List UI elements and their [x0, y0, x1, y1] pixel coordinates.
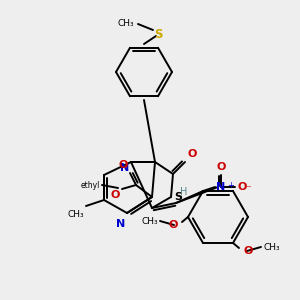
Text: O: O	[169, 220, 178, 230]
Text: S: S	[154, 28, 162, 40]
Text: N: N	[120, 163, 129, 173]
Text: +: +	[227, 181, 234, 190]
Text: O: O	[111, 190, 120, 200]
Text: H: H	[180, 187, 188, 197]
Text: S: S	[174, 192, 182, 202]
Text: ⁻: ⁻	[245, 184, 251, 194]
Text: ethyl: ethyl	[81, 181, 100, 190]
Text: O: O	[237, 182, 246, 192]
Text: N: N	[216, 182, 226, 192]
Text: CH₃: CH₃	[141, 218, 158, 226]
Text: CH₃: CH₃	[68, 210, 84, 219]
Text: CH₃: CH₃	[263, 244, 280, 253]
Text: O: O	[187, 149, 196, 159]
Text: O: O	[243, 246, 252, 256]
Text: O: O	[216, 162, 226, 172]
Text: N: N	[116, 219, 125, 229]
Text: O: O	[118, 160, 128, 170]
Text: CH₃: CH₃	[117, 20, 134, 28]
